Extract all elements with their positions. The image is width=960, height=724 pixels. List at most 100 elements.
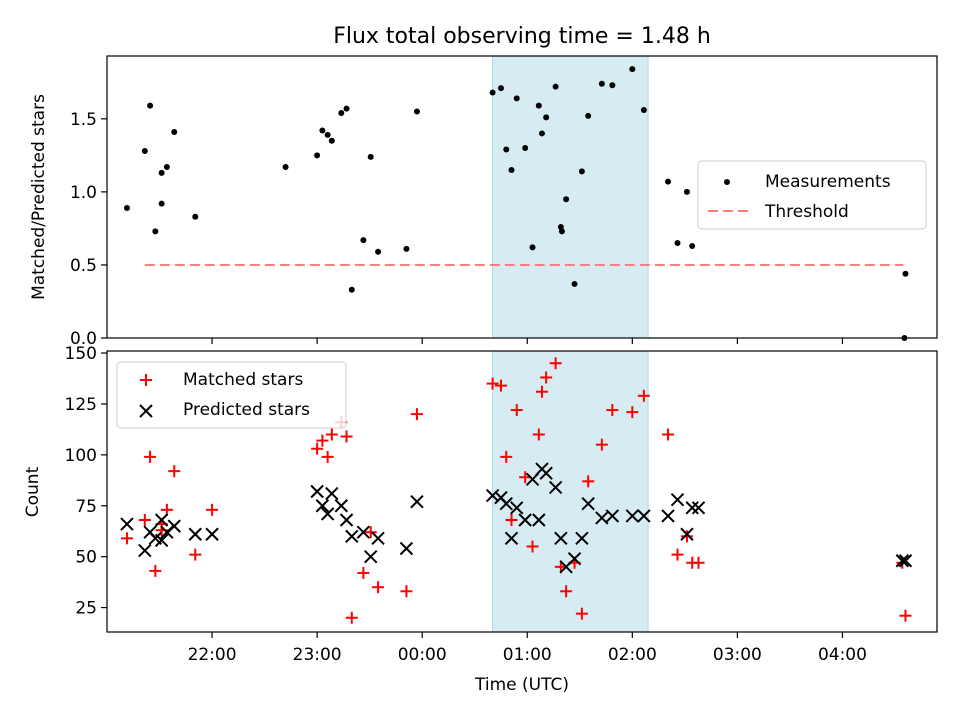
matched-star-point — [311, 442, 324, 455]
bottom-x-ticks: 22:00 23:00 00:00 01:00 02:00 03:00 04:00 — [188, 632, 867, 665]
measurement-point — [640, 107, 647, 114]
predicted-star-point — [625, 509, 640, 523]
bottom-ytick-label: 125 — [65, 395, 97, 415]
measurement-point — [123, 204, 130, 211]
predicted-star-point — [532, 513, 546, 527]
matched-star-point — [144, 450, 157, 463]
matched-star-point — [486, 377, 499, 390]
measurement-point — [503, 146, 510, 153]
matched-star-point — [500, 450, 513, 463]
measurement-point — [578, 168, 585, 175]
measurement-point — [375, 248, 382, 255]
measurement-point — [314, 152, 321, 159]
measurement-point — [489, 89, 496, 96]
measurement-point — [171, 128, 178, 135]
top-ytick-label: 1.5 — [70, 110, 97, 130]
matched-stars-points — [120, 357, 912, 624]
predicted-star-point — [499, 497, 513, 511]
measurement-point — [324, 131, 331, 138]
measurement-point — [343, 105, 350, 112]
bottom-ytick-label: 75 — [75, 497, 97, 517]
top-legend: Measurements Threshold — [697, 160, 927, 230]
bottom-panel: 25 50 75 100 125 150 22:00 23:00 00:00 01:00 02:0… — [23, 344, 938, 695]
measurement-point — [629, 66, 636, 73]
matched-star-point — [637, 389, 650, 402]
predicted-star-point — [167, 519, 181, 533]
top-highlight-span — [492, 55, 649, 339]
predicted-star-point — [345, 529, 359, 544]
measurement-point — [360, 237, 367, 244]
predicted-star-point — [661, 509, 675, 523]
predicted-star-point — [120, 517, 134, 531]
bottom-highlight-span — [492, 350, 649, 633]
legend-predicted-label: Predicted stars — [183, 400, 310, 420]
predicted-star-point — [485, 488, 500, 503]
matched-star-point — [316, 434, 329, 447]
predicted-star-point — [205, 527, 219, 541]
top-ytick-label: 0.5 — [70, 256, 97, 276]
measurement-point — [609, 82, 616, 89]
predicted-star-point — [504, 531, 519, 546]
measurement-point — [158, 169, 165, 176]
top-legend-box — [697, 160, 927, 230]
matched-star-point — [494, 379, 507, 392]
legend-matched-marker — [140, 374, 152, 386]
matched-star-point — [662, 428, 675, 441]
predicted-star-point — [339, 513, 354, 527]
matched-star-point — [345, 611, 358, 624]
measurement-point — [147, 102, 154, 109]
matched-star-point — [340, 430, 353, 443]
predicted-star-point — [548, 480, 563, 495]
matched-star-point — [325, 428, 338, 441]
predicted-star-point — [575, 531, 589, 546]
bottom-ytick-label: 100 — [65, 446, 97, 466]
measurement-point — [158, 200, 165, 207]
predicted-star-point — [334, 499, 348, 513]
predicted-star-point — [691, 501, 706, 515]
measurement-point — [522, 145, 529, 152]
matched-star-point — [372, 581, 385, 594]
predicted-star-point — [154, 533, 169, 548]
bottom-axes-frame — [106, 350, 938, 633]
measurement-point — [367, 153, 374, 160]
predicted-star-point — [320, 507, 335, 521]
matched-star-point — [364, 526, 377, 539]
xtick-label: 22:00 — [188, 645, 237, 665]
predicted-star-point — [895, 554, 910, 568]
xtick-label: 00:00 — [398, 645, 447, 665]
predicted-star-point — [510, 501, 524, 515]
xtick-label: 02:00 — [608, 645, 657, 665]
predicted-star-point — [399, 541, 414, 556]
matched-star-point — [535, 385, 548, 398]
measurement-point — [683, 188, 690, 195]
predicted-star-point — [554, 531, 568, 546]
predicted-star-point — [315, 499, 330, 513]
measurement-point — [508, 166, 515, 173]
measurement-point — [674, 240, 681, 247]
predicted-star-point — [356, 525, 371, 539]
measurement-point — [535, 102, 542, 109]
matched-star-point — [532, 428, 545, 441]
matched-star-point — [595, 438, 608, 451]
top-ytick-label: 0.0 — [70, 329, 97, 349]
measurement-point — [152, 228, 159, 235]
matched-star-point — [899, 609, 912, 622]
measurement-point — [665, 178, 672, 185]
matched-star-point — [138, 514, 151, 527]
predicted-star-point — [518, 513, 532, 527]
xtick-label: 01:00 — [503, 645, 552, 665]
measurement-point — [141, 147, 148, 154]
measurement-point — [328, 137, 335, 144]
legend-measurements-label: Measurements — [765, 172, 891, 192]
matched-star-point — [206, 503, 219, 516]
legend-threshold-label: Threshold — [764, 202, 849, 222]
predicted-star-point — [325, 486, 339, 501]
legend-measurements-marker — [724, 179, 730, 185]
top-chart-title: Flux total observing time = 1.48 h — [333, 24, 711, 49]
top-panel: 0.0 0.5 1.0 1.5 Matched/Predicted stars Mea… — [29, 55, 938, 349]
xtick-label: 23:00 — [293, 645, 342, 665]
matched-star-point — [582, 475, 595, 488]
xtick-label: 03:00 — [713, 645, 762, 665]
measurement-point — [338, 109, 345, 116]
